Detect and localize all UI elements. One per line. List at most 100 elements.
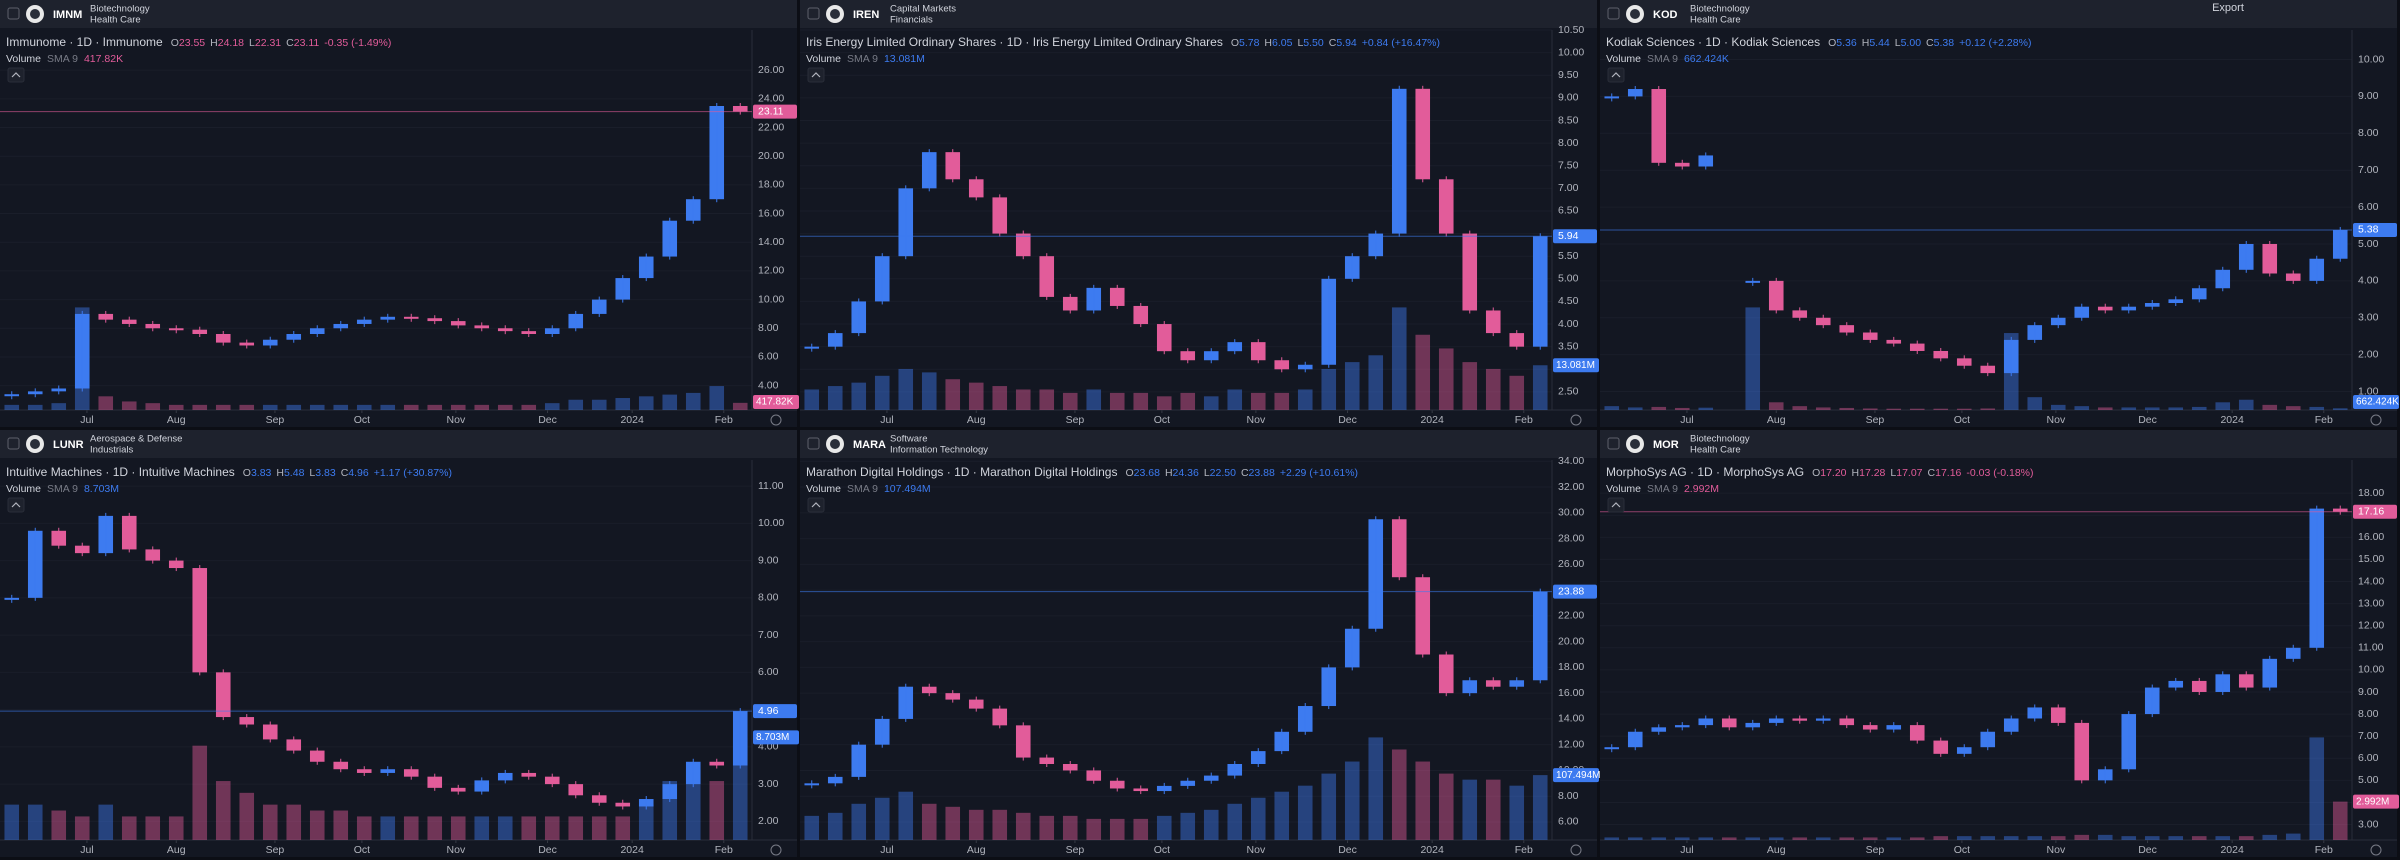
industry: Health Care [90,15,141,26]
ohlc-value: 5.50 [1303,37,1324,49]
volume-bar [1509,785,1525,840]
x-tick-label: Jul [80,844,93,856]
x-tick-label: Aug [967,414,986,426]
checkbox[interactable] [1607,437,1620,450]
price-tag-bg [2353,222,2397,237]
panel-body [1600,0,2397,427]
panel-header [0,0,797,28]
volume-bar [1039,815,1055,840]
y-tick-label: 5.00 [2358,774,2379,786]
ticker[interactable]: KOD [1653,9,1678,21]
volume-bar [732,402,748,410]
collapse-button[interactable] [7,497,25,513]
legend: Intuitive Machines · 1D · Intuitive Mach… [6,465,452,479]
y-tick-label: 8.50 [1558,114,1579,126]
checkbox[interactable] [7,437,20,450]
settings-icon[interactable] [2370,414,2382,426]
ohlc-value: 22.50 [1210,467,1236,479]
y-tick-label: 10.00 [2358,664,2384,676]
export-button[interactable]: Export [2212,2,2244,14]
volume-bar [568,399,584,410]
y-tick-label: 6.00 [758,351,779,363]
volume-value: 13.081M [884,53,925,65]
price-tag: 23.88 [1558,585,1584,597]
volume-bar [1133,818,1149,840]
collapse-button[interactable] [7,67,25,83]
collapse-button[interactable] [807,497,825,513]
volume-bar [709,781,725,840]
sector: Software [890,434,928,445]
volume-tag-bg [2353,794,2399,809]
panel-header [1600,430,2397,458]
legend-title: Kodiak Sciences · 1D · Kodiak Sciences [1606,35,1820,49]
volume-bar [1062,815,1078,840]
volume-bar [2238,836,2254,840]
ticker[interactable]: LUNR [53,439,84,451]
volume-bar [1368,737,1384,840]
export-button-bg[interactable] [2192,0,2264,16]
legend: Iris Energy Limited Ordinary Shares · 1D… [806,35,1440,49]
volume-bar [1980,408,1996,410]
legend: Immunome · 1D · Immunome O23.55 H24.18 L22.… [6,35,391,49]
settings-icon[interactable] [1570,414,1582,426]
y-tick-label: 20.00 [1558,635,1584,647]
settings-icon[interactable] [770,844,782,856]
ticker[interactable]: MOR [1653,439,1679,451]
volume-bar [145,403,161,410]
y-tick-label: 2.50 [1558,386,1579,398]
y-tick-label: 34.00 [1558,455,1584,467]
volume-bar [497,404,513,410]
ohlc-value: 23.11 [294,37,320,49]
volume-value: 662.424K [1684,53,1729,65]
volume-label: Volume [806,53,841,65]
ohlc-value: 23.88 [1249,467,1275,479]
volume-bar [1792,406,1808,410]
checkbox[interactable] [7,7,20,20]
volume-bar [98,396,114,410]
volume-bar [1438,773,1454,840]
volume-bar [380,404,396,410]
collapse-button[interactable] [1607,67,1625,83]
volume-bar [544,403,560,410]
y-tick-label: 6.00 [2358,752,2379,764]
y-tick-label: 8.00 [758,592,779,604]
legend-title: Marathon Digital Holdings · 1D · Maratho… [806,465,1117,479]
ohlc-value: 6.05 [1272,37,1293,49]
panel-header [1600,0,2397,28]
checkbox[interactable] [807,7,820,20]
ticker[interactable]: IREN [853,9,879,21]
volume-bar [2144,407,2160,410]
ticker[interactable]: IMNM [53,9,82,21]
ohlc-value: 5.44 [1869,37,1890,49]
volume-bar [262,404,278,410]
x-tick-label: Jul [880,414,893,426]
x-tick-label: Aug [1767,414,1786,426]
ticker[interactable]: MARA [853,439,886,451]
volume-bar [333,404,349,410]
settings-icon[interactable] [2370,844,2382,856]
collapse-button[interactable] [1607,497,1625,513]
x-tick-label: Sep [266,414,285,426]
y-tick-label: 10.00 [758,293,784,305]
volume-bar [2191,406,2207,410]
volume-bar [2262,834,2278,840]
logo-inner [30,439,40,449]
volume-bar [51,810,67,840]
checkbox[interactable] [807,437,820,450]
ohlc-value: 4.96 [348,467,369,479]
checkbox[interactable] [1607,7,1620,20]
y-tick-label: 15.00 [2358,553,2384,565]
volume-bar [1909,837,1925,840]
volume-bar [1344,761,1360,840]
volume-bar [2144,836,2160,840]
volume-bar [2285,406,2301,410]
settings-icon[interactable] [1570,844,1582,856]
volume-bar [827,386,843,410]
volume-bar [2285,833,2301,840]
y-tick-label: 18.00 [1558,661,1584,673]
settings-icon[interactable] [770,414,782,426]
collapse-button[interactable] [807,67,825,83]
industry: Health Care [1690,15,1741,26]
x-tick-label: Jul [1680,414,1693,426]
